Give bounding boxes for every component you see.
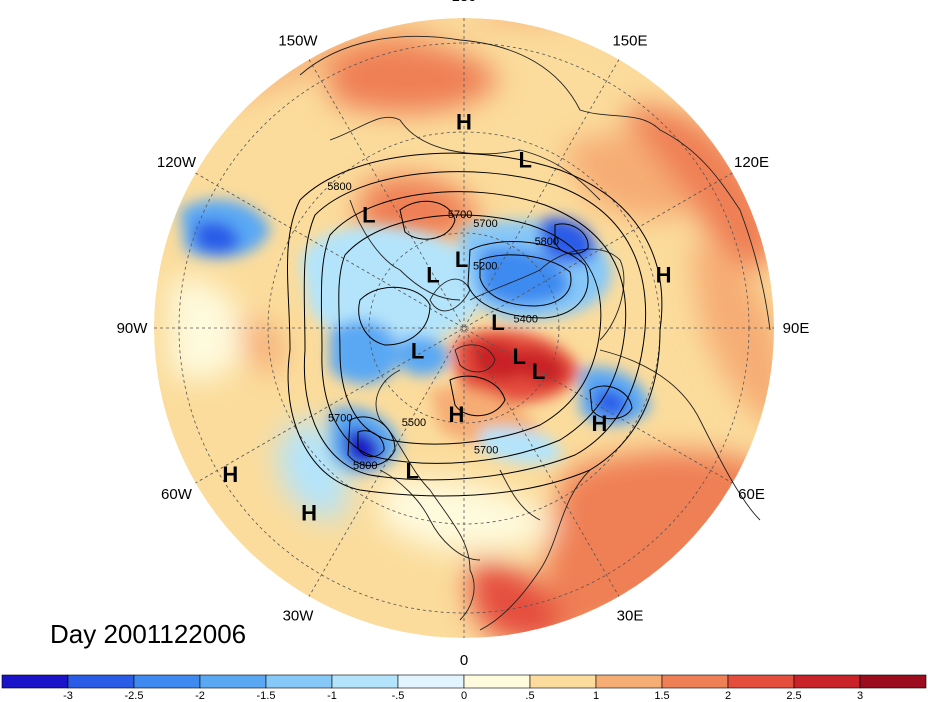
- colorbar-swatch: [1, 674, 69, 689]
- contour-label: 5200: [473, 261, 497, 273]
- colorbar-tick-label: -2.5: [125, 690, 144, 702]
- low-pressure-marker: L: [532, 359, 545, 384]
- longitude-label: 90E: [783, 320, 810, 337]
- colorbar-swatch: [529, 674, 597, 689]
- colorbar-tick-label: 0: [461, 690, 467, 702]
- longitude-label: 120W: [157, 154, 197, 171]
- longitude-label: 180: [451, 0, 476, 5]
- longitude-label: 60W: [161, 486, 193, 503]
- colorbar-swatch: [727, 674, 795, 689]
- longitude-labels: 90E 60E 30E 0 30W 60W 90W 120W 150W 180 150E 120E: [117, 0, 810, 669]
- colorbar-swatch: [793, 674, 861, 689]
- colorbar-swatch: [199, 674, 267, 689]
- colorbar-swatch: [859, 674, 927, 689]
- high-pressure-marker: H: [301, 501, 317, 526]
- longitude-label: 150E: [612, 32, 647, 49]
- low-pressure-marker: L: [491, 310, 504, 335]
- contour-label: 5700: [448, 209, 472, 221]
- colorbar-tick-label: -.5: [392, 690, 405, 702]
- contour-label: 5800: [327, 181, 351, 193]
- colorbar-swatch: [661, 674, 729, 689]
- contour-label: 5400: [514, 314, 538, 326]
- colorbar-tick-label: -1: [327, 690, 337, 702]
- colorbar-tick-label: 3: [857, 690, 863, 702]
- contour-label: 5500: [402, 417, 426, 429]
- colorbar-swatch: [397, 674, 465, 689]
- colorbar-swatch: [265, 674, 333, 689]
- low-pressure-marker: L: [405, 458, 418, 483]
- colorbar-tick-label: -2: [195, 690, 205, 702]
- colorbar-swatch: [133, 674, 201, 689]
- colorbar-tick-label: .5: [525, 690, 534, 702]
- longitude-label: 0: [460, 652, 468, 669]
- longitude-label: 90W: [117, 320, 149, 337]
- contour-label: 5700: [473, 218, 497, 230]
- high-pressure-marker: H: [591, 411, 607, 436]
- low-pressure-marker: L: [455, 247, 468, 272]
- contour-label: 5700: [328, 412, 352, 424]
- colorbar-tick-label: 2.5: [786, 690, 801, 702]
- colorbar-tick-label: 1: [593, 690, 599, 702]
- colorbar-swatch: [67, 674, 135, 689]
- contour-label: 5800: [353, 460, 377, 472]
- colorbar-tick-label: -1.5: [257, 690, 276, 702]
- anomaly-field: [154, 18, 774, 638]
- longitude-label: 120E: [734, 154, 769, 171]
- low-pressure-marker: L: [362, 203, 375, 228]
- low-pressure-marker: L: [426, 262, 439, 287]
- high-pressure-marker: H: [656, 263, 672, 288]
- longitude-label: 60E: [738, 486, 765, 503]
- colorbar: -3 -2.5 -2 -1.5 -1 -.5 0 .5 1 1.5 2 2.5 3: [1, 674, 927, 702]
- contour-label: 5800: [535, 236, 559, 248]
- longitude-label: 150W: [278, 32, 318, 49]
- high-pressure-marker: H: [449, 402, 465, 427]
- longitude-label: 30W: [283, 608, 315, 625]
- colorbar-swatch: [331, 674, 399, 689]
- low-pressure-marker: L: [513, 344, 526, 369]
- height-contours: [287, 152, 663, 497]
- colorbar-tick-label: 1.5: [654, 690, 669, 702]
- day-title: Day 2001122006: [50, 619, 247, 649]
- low-pressure-marker: L: [519, 148, 532, 173]
- low-pressure-marker: L: [411, 339, 424, 364]
- high-pressure-marker: H: [456, 109, 472, 134]
- colorbar-swatch: [595, 674, 663, 689]
- colorbar-tick-label: 2: [725, 690, 731, 702]
- colorbar-tick-label: -3: [63, 690, 73, 702]
- coastlines: [299, 35, 771, 631]
- high-pressure-marker: H: [222, 462, 238, 487]
- longitude-label: 30E: [617, 608, 644, 625]
- colorbar-swatch: [463, 674, 531, 689]
- contour-label: 5700: [474, 445, 498, 457]
